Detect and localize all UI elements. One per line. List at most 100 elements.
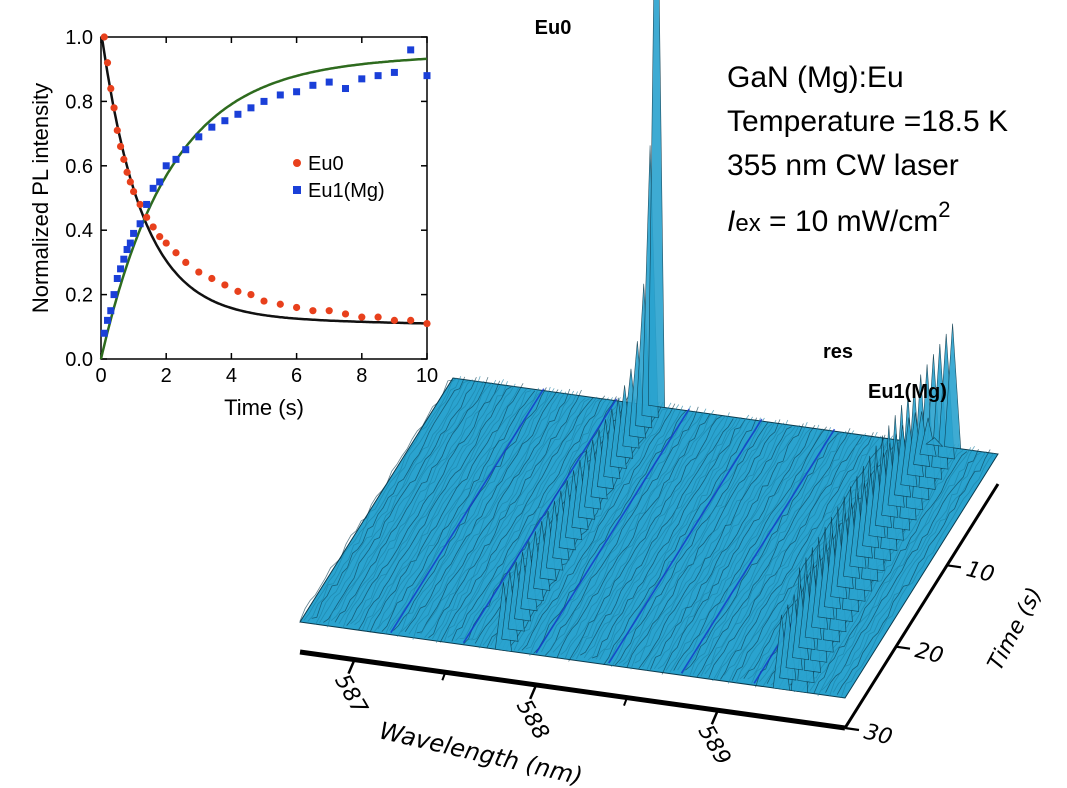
eu1-point	[195, 133, 203, 141]
peak-slice	[919, 417, 937, 457]
eu0-point	[208, 274, 216, 283]
eu0-point	[113, 126, 121, 134]
inset-legend: Eu0 Eu1(Mg)	[293, 153, 385, 202]
eu0-point	[103, 59, 112, 67]
surface-noise-line	[556, 413, 711, 659]
time-tick-mark	[844, 726, 860, 732]
surface-noise-line	[626, 419, 781, 668]
eu1-point	[162, 162, 170, 170]
eu0-point	[293, 303, 301, 312]
peak-slice	[925, 437, 944, 447]
sample-label: GaN (Mg):Eu	[727, 61, 904, 94]
surface-noise-line	[447, 398, 602, 638]
eu1-point	[120, 255, 128, 263]
surface-noise-line	[307, 376, 462, 622]
surface-noise-line	[365, 386, 520, 632]
surface-noise-line	[400, 388, 555, 633]
surface-noise-line	[829, 451, 983, 697]
peak-slice	[944, 323, 962, 450]
excitation-intensity-label: Iex = 10 mW/cm2	[727, 188, 950, 246]
wavelength-grid-line	[608, 418, 763, 664]
surface-noise-line	[751, 438, 905, 684]
wavelength-grid-line	[462, 398, 618, 644]
eu0-point	[341, 310, 350, 318]
surface-noise-line	[638, 426, 792, 669]
eu1-fit-curve	[99, 57, 427, 360]
surface-noise-line	[642, 425, 796, 668]
surface-noise-line	[548, 413, 703, 652]
surface-noise-line	[836, 449, 991, 695]
eu1-point	[113, 275, 121, 282]
eu1-point	[325, 78, 333, 86]
eu1-point	[126, 239, 134, 247]
y-tick-label: 0.8	[65, 91, 93, 113]
wavelength-tick-mark	[347, 659, 356, 675]
eu1-point	[407, 46, 415, 54]
surface-noise-line	[373, 388, 528, 633]
surface-noise-line	[432, 397, 586, 640]
surface-noise-line	[825, 448, 979, 693]
inset-x-axis-label: Time (s)	[224, 395, 304, 420]
surface-noise-line	[319, 379, 473, 623]
inset-y-axis-label: Normalized PL intensity	[28, 83, 53, 313]
surface-noise-line	[646, 424, 800, 671]
surface-noise-line	[708, 435, 863, 679]
x-tick-label: 6	[291, 365, 302, 387]
surface-noise-line	[443, 396, 598, 643]
surface-noise-line	[677, 427, 831, 671]
time-tick-mark	[946, 564, 962, 569]
surface-noise-line	[591, 419, 746, 659]
surface-noise-line	[381, 390, 536, 632]
eu0-point	[195, 268, 203, 276]
eu1-point	[156, 178, 164, 186]
wavelength-axis-label: Wavelength (nm)	[377, 717, 586, 788]
surface-noise-line	[428, 389, 582, 639]
surface-noise-line	[412, 391, 567, 640]
wavelength-minor-tick	[623, 697, 628, 706]
legend-eu0-label: Eu0	[308, 153, 344, 175]
surface-noise-line	[622, 419, 777, 666]
surface-noise-line	[404, 389, 559, 633]
time-axis-line	[843, 483, 1000, 729]
eu1-points	[100, 46, 431, 337]
surface-noise-line	[435, 398, 590, 643]
surface-noise-line	[583, 417, 738, 659]
eu1-point	[149, 184, 157, 192]
time-tick-label: 20	[913, 638, 946, 669]
surface-noise-line	[537, 405, 691, 651]
surface-noise-line	[354, 381, 508, 626]
surface-noise-line	[513, 408, 668, 651]
eu0-point	[309, 307, 317, 315]
intensity-symbol: I	[727, 205, 736, 238]
surface-noise-line	[614, 421, 769, 666]
time-resolved-surface-plot: 587 588 589 10 20 30 Wavelength (nm) Time (s…	[299, 0, 1048, 788]
surface-noise-line	[541, 410, 695, 653]
surface-noise-line	[361, 383, 516, 631]
surface-noise-line	[416, 388, 571, 634]
surface-noise-line	[665, 424, 820, 671]
surface-noise-line	[673, 426, 828, 671]
surface-noise-line	[529, 405, 684, 656]
surface-noise-line	[342, 379, 497, 629]
surface-noise-line	[420, 390, 575, 635]
surface-noise-line	[545, 406, 699, 656]
y-tick-label: 0.6	[65, 156, 93, 178]
eu1-point	[136, 220, 144, 228]
eu0-point	[407, 316, 415, 324]
surface-noise-line	[650, 423, 804, 670]
surface-noise-line	[572, 415, 726, 658]
surface-noise-line	[618, 423, 773, 664]
surface-noise-line	[634, 419, 789, 664]
surface-noise-line	[595, 414, 750, 660]
surface-noise-line	[358, 386, 512, 631]
eu0-point	[120, 155, 128, 163]
surface-noise-line	[455, 397, 609, 641]
surface-noise-line	[533, 409, 687, 654]
eu1-point	[247, 104, 255, 112]
inset-frame	[100, 36, 428, 360]
wavelength-tick-label: 588	[511, 695, 554, 744]
surface-noise-line	[720, 432, 874, 680]
intensity-exponent: 2	[938, 197, 951, 222]
surface-noise-line	[669, 428, 824, 673]
